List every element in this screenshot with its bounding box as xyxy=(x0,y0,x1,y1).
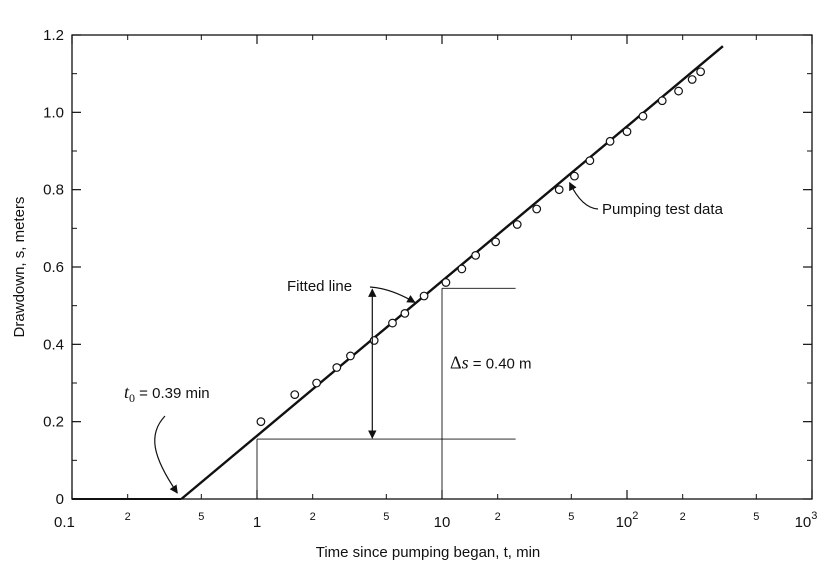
fitted-line-label: Fitted line xyxy=(287,278,352,295)
data-point xyxy=(441,278,451,287)
x-minor-tick-label: 5 xyxy=(753,511,759,523)
fitted-line xyxy=(180,45,724,500)
pumping-test-data-label: Pumping test data xyxy=(602,201,724,218)
data-point xyxy=(419,291,429,301)
x-major-tick-label: 0.1 xyxy=(54,514,75,531)
t0-subscript: 0 xyxy=(129,391,135,405)
data-point xyxy=(585,156,595,166)
data-point xyxy=(605,136,615,146)
y-tick-label: 0.2 xyxy=(43,414,64,431)
data-point xyxy=(554,185,564,195)
data-point xyxy=(638,111,648,121)
data-point xyxy=(657,96,667,106)
y-axis-title: Drawdown, s, meters xyxy=(11,197,28,338)
delta-symbol: Δ xyxy=(450,353,462,373)
t0-value: = 0.39 min xyxy=(135,385,210,402)
x-minor-tick-label: 5 xyxy=(198,511,204,523)
x-axis-title: Time since pumping began, t, min xyxy=(316,544,541,561)
x-major-tick-label: 102 xyxy=(616,510,639,531)
x-tick-label-base: 10 xyxy=(434,514,451,531)
x-major-tick-label: 1 xyxy=(253,514,261,531)
x-tick-label-exponent: 3 xyxy=(811,510,817,522)
t0-symbol: t xyxy=(124,382,130,402)
y-axis-ticks: 0 0.2 0.4 0.6 0.8 1.0 1.2 xyxy=(43,27,812,508)
y-tick-label: 0.4 xyxy=(43,336,64,353)
data-point xyxy=(346,351,355,361)
data-point xyxy=(400,309,410,318)
data-point xyxy=(622,127,632,137)
x-minor-tick-label: 2 xyxy=(495,511,501,523)
t0-arrow xyxy=(154,415,178,494)
x-tick-label-base: 1 xyxy=(253,514,261,531)
delta-variable: s xyxy=(462,353,469,373)
y-tick-label: 0.6 xyxy=(43,259,64,276)
data-point xyxy=(471,250,481,260)
x-major-tick-label: 103 xyxy=(795,510,818,531)
data-point xyxy=(388,318,397,328)
data-point xyxy=(512,220,522,229)
data-point xyxy=(687,75,697,84)
y-tick-label: 1.2 xyxy=(43,27,64,44)
data-point xyxy=(696,67,706,77)
data-point xyxy=(256,417,266,427)
x-major-tick-label: 10 xyxy=(434,514,451,531)
data-point xyxy=(532,204,542,214)
data-point xyxy=(332,363,342,372)
t0-annotation: t0 = 0.39 min xyxy=(124,382,210,405)
data-point xyxy=(491,237,501,247)
data-point xyxy=(290,390,300,400)
x-tick-label-base: 10 xyxy=(616,514,633,531)
data-point xyxy=(369,336,379,345)
x-minor-tick-label: 2 xyxy=(125,511,131,523)
x-minor-tick-label: 5 xyxy=(568,511,574,523)
data-point xyxy=(457,264,467,274)
data-point xyxy=(674,86,683,96)
y-tick-label: 0.8 xyxy=(43,182,64,199)
fitted-line-arrow xyxy=(369,286,416,303)
delta-value: = 0.40 m xyxy=(469,356,532,373)
y-tick-label: 0 xyxy=(56,491,64,508)
x-minor-tick-label: 2 xyxy=(680,511,686,523)
data-point xyxy=(570,171,579,181)
x-tick-label-exponent: 2 xyxy=(632,510,638,522)
x-tick-label-base: 10 xyxy=(795,514,812,531)
pumping-test-data-arrow xyxy=(569,181,599,210)
data-point xyxy=(312,378,322,388)
x-tick-label-base: 0.1 xyxy=(54,514,75,531)
x-minor-tick-label: 5 xyxy=(383,511,389,523)
construction-lines xyxy=(256,287,516,499)
y-tick-label: 1.0 xyxy=(43,104,64,121)
x-minor-tick-label: 2 xyxy=(310,511,316,523)
delta-s-annotation: Δs = 0.40 m xyxy=(450,353,532,373)
